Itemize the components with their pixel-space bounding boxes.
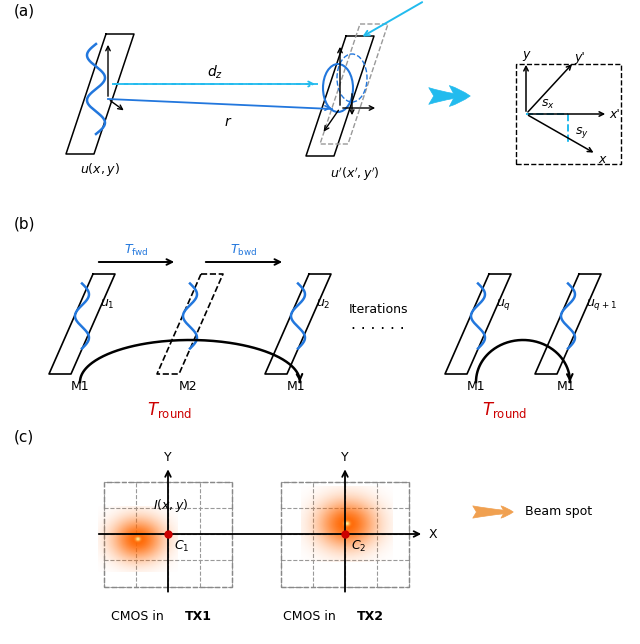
Text: TX1: TX1 — [184, 609, 211, 623]
Text: X: X — [429, 527, 437, 540]
Text: (c): (c) — [14, 430, 35, 444]
Text: $T_{\rm round}$: $T_{\rm round}$ — [147, 400, 193, 420]
Text: $T_{\rm round}$: $T_{\rm round}$ — [483, 400, 527, 420]
Text: y': y' — [575, 50, 586, 64]
Text: $s_x$: $s_x$ — [541, 97, 555, 111]
Bar — [281, 482, 409, 587]
Text: y: y — [522, 48, 530, 61]
Text: $u_2$: $u_2$ — [316, 298, 330, 310]
Text: $C_2$: $C_2$ — [351, 538, 366, 554]
Text: $C_1$: $C_1$ — [174, 538, 189, 554]
Text: (b): (b) — [14, 216, 35, 231]
Text: M1: M1 — [287, 379, 305, 392]
Text: $T_{\rm bwd}$: $T_{\rm bwd}$ — [230, 242, 257, 258]
Text: $I(x,y)$: $I(x,y)$ — [153, 498, 189, 515]
Text: CMOS in: CMOS in — [111, 609, 168, 623]
Text: x: x — [598, 153, 605, 166]
Text: Beam spot: Beam spot — [525, 506, 592, 518]
Text: $T_{\rm fwd}$: $T_{\rm fwd}$ — [124, 242, 148, 258]
Text: $d_z$: $d_z$ — [207, 63, 223, 80]
Bar — [516, 64, 621, 164]
Text: M1: M1 — [557, 379, 575, 392]
Text: CMOS in: CMOS in — [284, 609, 340, 623]
Text: x': x' — [610, 108, 620, 120]
Text: Y: Y — [341, 451, 349, 464]
Text: $r$: $r$ — [224, 115, 232, 129]
Text: M2: M2 — [179, 379, 197, 392]
Text: TX2: TX2 — [356, 609, 383, 623]
Bar — [104, 482, 232, 587]
Text: M1: M1 — [467, 379, 485, 392]
Text: Shifted integral
plane: Shifted integral plane — [364, 0, 499, 35]
Text: $u_{q+1}$: $u_{q+1}$ — [586, 296, 617, 312]
Text: $u(x,y)$: $u(x,y)$ — [80, 160, 120, 178]
Text: Iterations: Iterations — [348, 303, 408, 316]
Text: $u_1$: $u_1$ — [100, 298, 115, 310]
Text: $u_q$: $u_q$ — [496, 296, 511, 312]
Text: · · · · · ·: · · · · · · — [351, 321, 405, 337]
Text: (a): (a) — [14, 3, 35, 19]
Text: $u'(x',y')$: $u'(x',y')$ — [330, 166, 380, 183]
Text: Y: Y — [164, 451, 172, 464]
Text: M1: M1 — [70, 379, 90, 392]
Text: $s_y$: $s_y$ — [575, 124, 589, 140]
